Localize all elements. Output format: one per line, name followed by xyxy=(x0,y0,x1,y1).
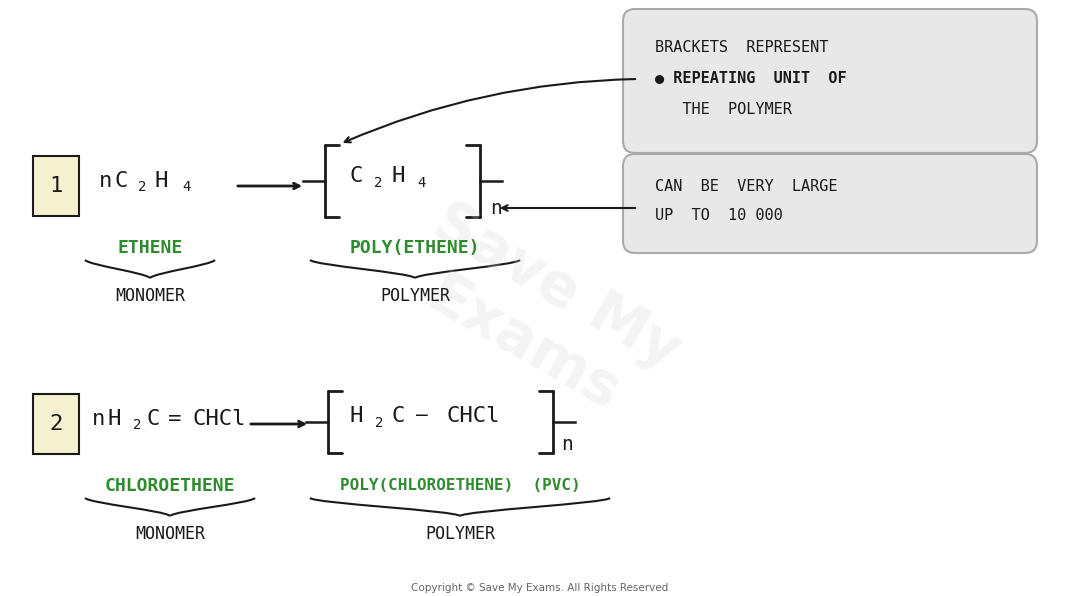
Text: =: = xyxy=(168,409,182,429)
FancyBboxPatch shape xyxy=(32,156,79,216)
Text: CHLOROETHENE: CHLOROETHENE xyxy=(105,477,235,495)
Text: n: n xyxy=(92,409,105,429)
Text: CAN  BE  VERY  LARGE: CAN BE VERY LARGE xyxy=(655,178,837,194)
Text: 2: 2 xyxy=(375,416,383,430)
Text: ETHENE: ETHENE xyxy=(117,239,183,257)
FancyBboxPatch shape xyxy=(32,394,79,454)
Text: C: C xyxy=(115,171,129,191)
Text: BRACKETS  REPRESENT: BRACKETS REPRESENT xyxy=(655,41,828,55)
Text: H: H xyxy=(350,406,364,426)
Text: C: C xyxy=(392,406,405,426)
Text: H: H xyxy=(392,166,405,186)
Text: THE  POLYMER: THE POLYMER xyxy=(655,103,792,117)
Text: CHCl: CHCl xyxy=(447,406,500,426)
Text: —: — xyxy=(416,406,428,426)
Text: 2: 2 xyxy=(138,180,146,194)
Text: CHCl: CHCl xyxy=(193,409,247,429)
Text: POLYMER: POLYMER xyxy=(425,525,495,543)
Text: 2: 2 xyxy=(133,418,141,432)
Text: C: C xyxy=(147,409,160,429)
Text: H: H xyxy=(108,409,121,429)
Text: 4: 4 xyxy=(418,176,427,190)
Text: n: n xyxy=(490,198,501,218)
Text: POLY(ETHENE): POLY(ETHENE) xyxy=(350,239,480,257)
Text: POLY(CHLOROETHENE)  (PVC): POLY(CHLOROETHENE) (PVC) xyxy=(340,479,580,493)
Text: MONOMER: MONOMER xyxy=(135,525,205,543)
Text: Save My
Exams: Save My Exams xyxy=(390,194,690,438)
Text: C: C xyxy=(350,166,364,186)
Text: ● REPEATING  UNIT  OF: ● REPEATING UNIT OF xyxy=(655,72,847,86)
Text: 4: 4 xyxy=(183,180,192,194)
Text: 1: 1 xyxy=(50,176,63,196)
FancyBboxPatch shape xyxy=(623,154,1038,253)
Text: 2: 2 xyxy=(50,414,63,434)
Text: H: H xyxy=(155,171,168,191)
Text: UP  TO  10 000: UP TO 10 000 xyxy=(655,209,783,224)
Text: MONOMER: MONOMER xyxy=(115,287,185,305)
Text: POLYMER: POLYMER xyxy=(380,287,451,305)
Text: n: n xyxy=(99,171,112,191)
Text: Copyright © Save My Exams. All Rights Reserved: Copyright © Save My Exams. All Rights Re… xyxy=(412,583,668,593)
Text: 2: 2 xyxy=(374,176,382,190)
Text: n: n xyxy=(561,434,573,454)
FancyBboxPatch shape xyxy=(623,9,1038,153)
